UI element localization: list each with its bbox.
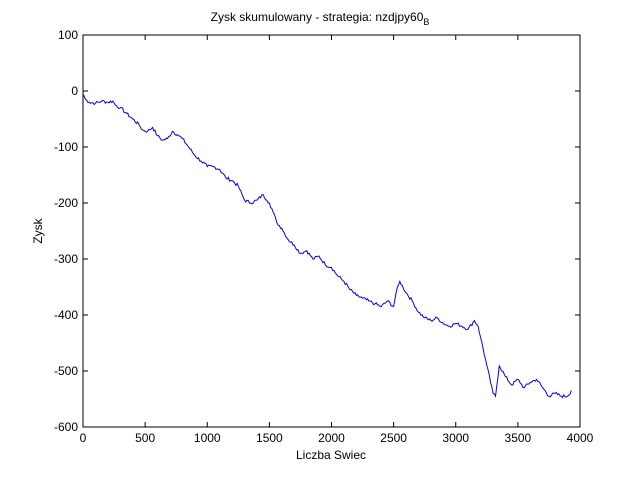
x-tick-label: 500 — [135, 431, 155, 445]
y-tick-label: -300 — [54, 252, 78, 266]
y-tick-label: -600 — [54, 420, 78, 434]
x-tick-label: 0 — [80, 431, 87, 445]
y-tick-label: -500 — [54, 364, 78, 378]
y-tick-label: -200 — [54, 196, 78, 210]
axis-ticks: 0 500 1000 1500 2000 2500 3000 3500 4000-600-500… — [54, 28, 594, 445]
x-tick-label: 3500 — [505, 431, 532, 445]
y-axis-label: Zysk — [31, 217, 45, 243]
chart-title-subscript: B — [423, 17, 429, 27]
plot-area — [82, 34, 581, 428]
chart-title-main: Zysk skumulowany - strategia: nzdjpy60 — [211, 10, 424, 24]
x-tick-label: 2500 — [380, 431, 407, 445]
x-tick-label: 3000 — [442, 431, 469, 445]
y-tick-label: 0 — [71, 84, 78, 98]
y-tick-label: -100 — [54, 140, 78, 154]
x-tick-label: 4000 — [567, 431, 594, 445]
x-axis-label: Liczba Swiec — [296, 448, 366, 462]
chart-title: Zysk skumulowany - strategia: nzdjpy60B — [211, 10, 430, 27]
y-tick-label: 100 — [58, 28, 78, 42]
x-tick-label: 2000 — [318, 431, 345, 445]
y-tick-label: -400 — [54, 308, 78, 322]
x-tick-label: 1000 — [194, 431, 221, 445]
series-line — [82, 93, 572, 399]
x-tick-label: 1500 — [256, 431, 283, 445]
